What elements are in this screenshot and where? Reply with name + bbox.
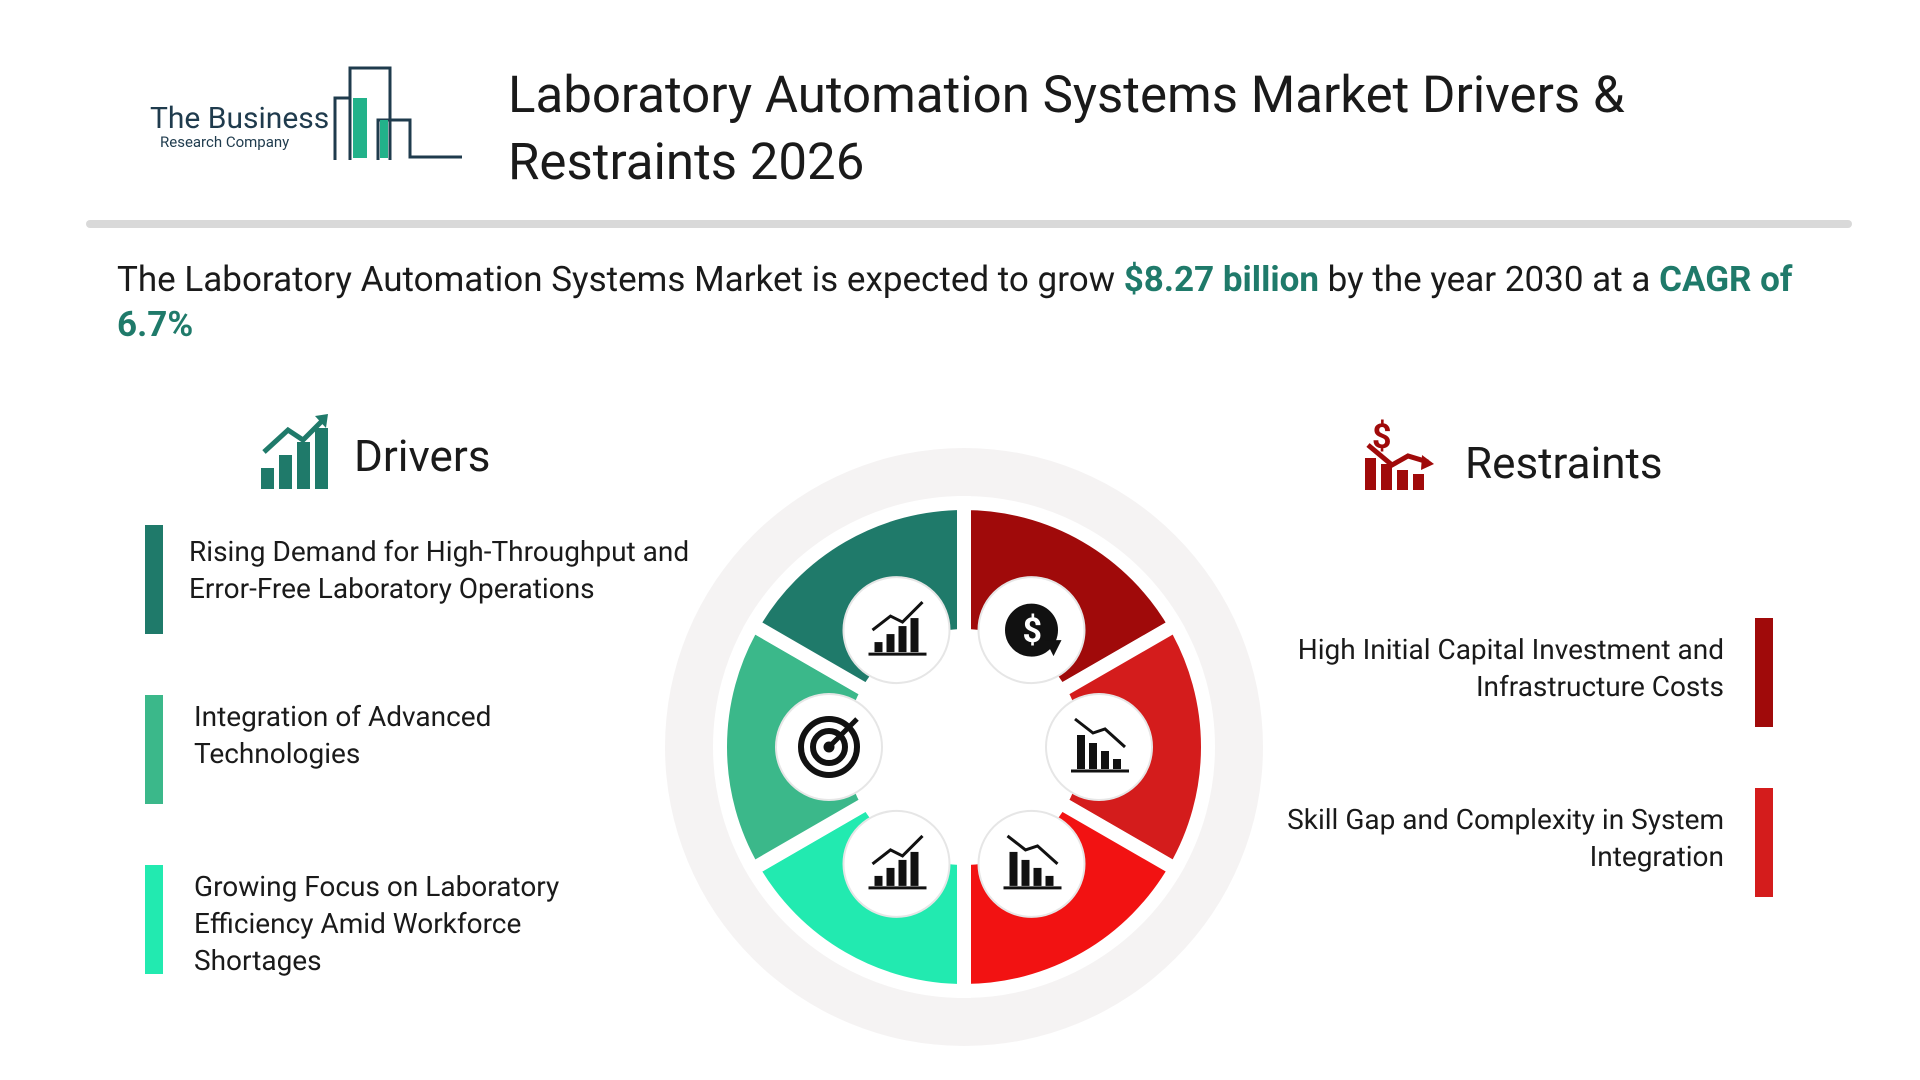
driver-bar [145, 695, 163, 804]
drivers-icon [261, 414, 328, 489]
icon-bar [1045, 875, 1054, 886]
icon-bar [910, 851, 919, 886]
logo-line2: Research Company [160, 133, 289, 151]
summary-text: by the year 2030 at a [1318, 259, 1660, 300]
icon-circle [977, 809, 1086, 918]
driver-bar [145, 865, 163, 974]
restraints-icon: $ [1365, 417, 1434, 490]
icon-bar [1101, 751, 1109, 769]
icon: $ [1005, 603, 1062, 657]
summary-text: The Laboratory Automation Systems Market… [117, 259, 1124, 300]
driver-bar [145, 525, 163, 634]
icon-bar [1077, 735, 1085, 769]
summary: The Laboratory Automation Systems Market… [117, 257, 1797, 347]
icon-bar [886, 867, 895, 886]
svg-text:$: $ [1372, 417, 1392, 457]
icon [868, 834, 927, 890]
icon-arrow [827, 717, 859, 749]
driver-item: Integration of Advanced Technologies [194, 700, 492, 770]
icon-ring [810, 728, 848, 766]
icon-trend [1006, 834, 1059, 866]
restraint-bar [1755, 618, 1773, 727]
icon-trend [871, 834, 924, 866]
icon-bar [1009, 851, 1018, 886]
icon-dollar: $ [1023, 611, 1043, 651]
icon [1003, 834, 1062, 890]
restraint-item: High Initial Capital Investment and Infr… [1297, 633, 1724, 703]
driver-item: Growing Focus on Laboratory Efficiency A… [194, 870, 560, 977]
icon-bar [910, 618, 919, 653]
icon-bar [1021, 859, 1030, 886]
wheel-center [846, 629, 1082, 865]
icon-bar [874, 642, 883, 653]
icon-trend [871, 601, 924, 632]
icon-circle [842, 809, 951, 918]
icon-arrow [1045, 640, 1062, 657]
restraints-heading: Restraints [1465, 437, 1663, 489]
icon-bar [898, 859, 907, 886]
icon-coin [1005, 603, 1058, 657]
icon-ring [798, 716, 860, 778]
divider [86, 220, 1852, 228]
icon-bar [886, 634, 895, 653]
driver-item: Rising Demand for High-Throughput and Er… [189, 535, 690, 605]
logo-mark [333, 66, 462, 160]
icon-bar [1113, 759, 1121, 769]
icon [868, 601, 927, 656]
restraint-item: Skill Gap and Complexity in System Integ… [1287, 803, 1724, 873]
title: Laboratory Automation Systems Market Dri… [508, 66, 1625, 192]
icon-bar [1089, 743, 1097, 769]
icon-bar [1033, 867, 1042, 886]
icon-circle [842, 576, 951, 685]
summary-cagr: CAGR of 6.7% [117, 259, 1793, 345]
restraint-bar [1755, 788, 1773, 897]
logo-line1: The Business [150, 101, 329, 136]
icon [1071, 717, 1129, 773]
wheel: $ [665, 448, 1263, 1046]
icon [798, 716, 860, 778]
icon-bar [898, 626, 907, 653]
icon-bar [874, 875, 883, 886]
drivers-heading: Drivers [354, 430, 491, 482]
summary-value: $8.27 billion [1123, 259, 1319, 300]
icon-circle [1045, 693, 1153, 801]
icon-trend [1074, 717, 1127, 749]
